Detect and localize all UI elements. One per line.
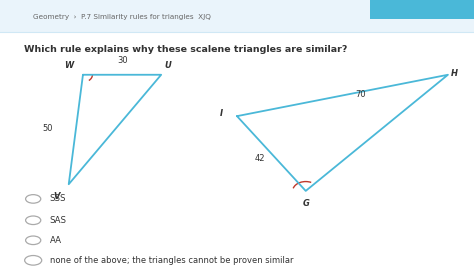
Text: G: G [302, 199, 309, 208]
Text: SAS: SAS [50, 216, 67, 225]
Text: 42: 42 [255, 154, 265, 163]
Text: H: H [451, 69, 457, 78]
Text: 70: 70 [355, 90, 365, 99]
Text: 50: 50 [42, 124, 53, 133]
Text: AA: AA [50, 236, 62, 245]
Text: W: W [64, 61, 73, 70]
Text: V: V [54, 192, 60, 201]
Bar [370, 0, 474, 19]
Text: Which rule explains why these scalene triangles are similar?: Which rule explains why these scalene tr… [24, 45, 347, 54]
Text: none of the above; the triangles cannot be proven similar: none of the above; the triangles cannot … [50, 256, 293, 265]
Text: U: U [165, 61, 172, 70]
Text: 30: 30 [117, 56, 128, 65]
Text: SSS: SSS [50, 194, 66, 203]
Text: I: I [220, 109, 223, 118]
Text: Geometry  ›  P.7 Similarity rules for triangles  XJQ: Geometry › P.7 Similarity rules for tria… [33, 14, 211, 20]
Bar [0, 0, 474, 32]
